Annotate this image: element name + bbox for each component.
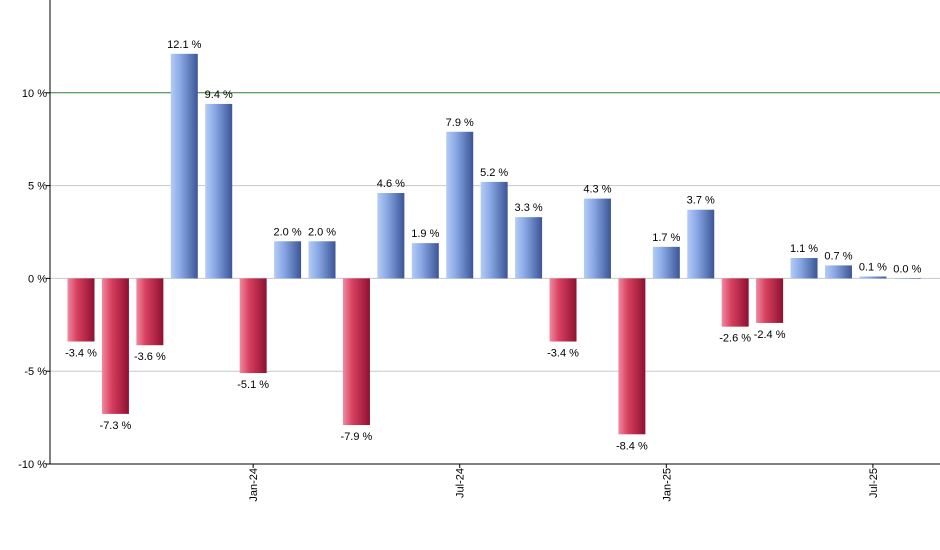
x-tick-label: Jul-24 (455, 468, 467, 498)
y-tick-label: 0 % (28, 273, 47, 285)
bar (205, 103, 233, 279)
value-label: 3.3 % (515, 202, 543, 214)
bar (515, 217, 543, 279)
bar (274, 241, 302, 279)
bar (480, 181, 508, 279)
value-label: 1.1 % (790, 243, 818, 255)
bar (411, 243, 439, 279)
value-label: -3.4 % (547, 348, 579, 360)
bar (239, 278, 267, 374)
value-label: 3.7 % (687, 195, 715, 207)
bar (687, 209, 715, 279)
value-label: -3.6 % (134, 351, 166, 363)
bar (549, 278, 577, 342)
x-tick-label: Jan-25 (661, 468, 673, 502)
value-label: 12.1 % (167, 39, 201, 51)
value-label: 7.9 % (446, 117, 474, 129)
value-label: -8.4 % (616, 440, 648, 452)
bar (342, 278, 370, 426)
bar (583, 198, 611, 279)
value-label: 4.3 % (583, 184, 611, 196)
value-label: 1.7 % (652, 232, 680, 244)
value-label: 1.9 % (411, 228, 439, 240)
value-label: -3.4 % (65, 348, 97, 360)
value-label: 0.0 % (893, 263, 921, 275)
value-label: -7.9 % (341, 431, 373, 443)
bar (308, 241, 336, 279)
bar (170, 53, 198, 279)
bar (859, 276, 887, 279)
value-label: 2.0 % (308, 226, 336, 238)
bar (756, 278, 784, 323)
value-label: -2.4 % (754, 329, 786, 341)
x-tick-label: Jul-25 (868, 468, 880, 498)
value-label: -5.1 % (237, 379, 269, 391)
bar (101, 278, 129, 414)
bar (721, 278, 749, 327)
value-label: 0.1 % (859, 262, 887, 274)
bar (893, 278, 921, 279)
value-label: 9.4 % (205, 89, 233, 101)
bar (790, 257, 818, 279)
bar (67, 278, 95, 342)
value-label: -7.3 % (100, 420, 132, 432)
value-label: -2.6 % (719, 333, 751, 345)
bar (824, 265, 852, 279)
x-tick-label: Jan-24 (248, 468, 260, 502)
bar (377, 193, 405, 279)
bar (618, 278, 646, 435)
bar (446, 131, 474, 279)
y-tick-label: -10 % (18, 459, 47, 471)
value-label: 4.6 % (377, 178, 405, 190)
y-tick-label: -5 % (24, 366, 47, 378)
bar (652, 246, 680, 279)
bar (136, 278, 164, 346)
value-label: 0.7 % (824, 250, 852, 262)
y-tick-label: 5 % (28, 181, 47, 193)
value-label: 5.2 % (480, 167, 508, 179)
value-label: 2.0 % (274, 226, 302, 238)
y-tick-label: 10 % (22, 88, 47, 100)
